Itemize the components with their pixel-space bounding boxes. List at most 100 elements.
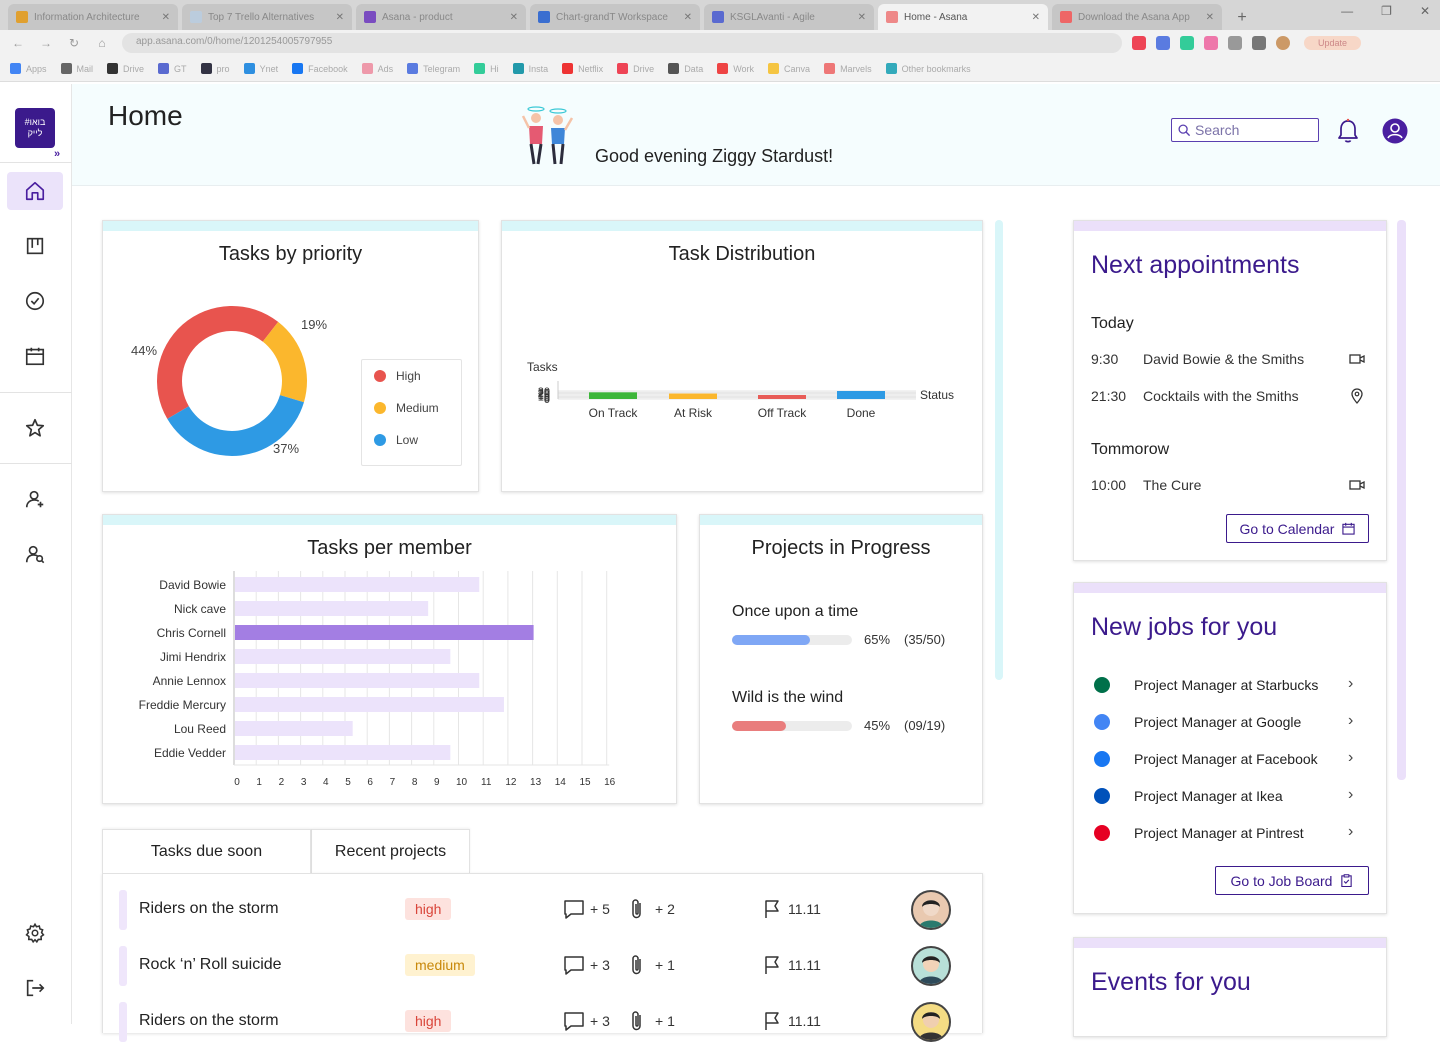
go-to-job-board-button[interactable]: Go to Job Board: [1215, 866, 1369, 895]
job-item[interactable]: Project Manager at Facebook ›: [1094, 749, 1358, 771]
bookmark-item[interactable]: pro: [200, 63, 230, 74]
url-field[interactable]: app.asana.com/0/home/1201254005797955: [122, 33, 1122, 53]
search-input[interactable]: [1195, 122, 1305, 138]
bookmark-item[interactable]: Marvels: [824, 63, 872, 74]
member-bar[interactable]: [235, 625, 534, 640]
job-item[interactable]: Project Manager at Starbucks ›: [1094, 675, 1358, 697]
bookmark-item[interactable]: Drive: [617, 63, 654, 74]
member-bar[interactable]: [235, 577, 480, 592]
chevron-right-icon[interactable]: ›: [1348, 675, 1354, 692]
member-bar[interactable]: [235, 649, 451, 664]
browser-tab[interactable]: Top 7 Trello Alternatives ✕: [182, 4, 352, 30]
extension-icon[interactable]: [1180, 36, 1194, 50]
sidebar-item-board[interactable]: [7, 227, 63, 265]
task-row[interactable]: Riders on the storm high + 5 + 2 11.11: [103, 882, 983, 938]
bookmark-item[interactable]: Hi: [474, 63, 499, 74]
bookmark-item[interactable]: Drive: [107, 63, 144, 74]
comments-count[interactable]: + 3: [563, 1010, 610, 1032]
profile-avatar[interactable]: [1276, 36, 1290, 50]
sidebar-item-team[interactable]: [7, 535, 63, 573]
bookmark-item[interactable]: Work: [717, 63, 754, 74]
bar-on-track[interactable]: [589, 392, 637, 399]
job-item[interactable]: Project Manager at Ikea ›: [1094, 786, 1358, 808]
comments-count[interactable]: + 3: [563, 954, 610, 976]
assignee-avatar[interactable]: [911, 890, 951, 930]
close-icon[interactable]: ✕: [1419, 4, 1430, 18]
close-tab-icon[interactable]: ✕: [335, 11, 344, 23]
bookmark-item[interactable]: Data: [668, 63, 703, 74]
chevron-right-icon[interactable]: ›: [1348, 786, 1354, 803]
close-tab-icon[interactable]: ✕: [509, 11, 518, 23]
task-row[interactable]: Riders on the storm high + 3 + 1 11.11: [103, 994, 983, 1050]
extension-icon[interactable]: [1228, 36, 1242, 50]
expand-sidebar-button[interactable]: »: [54, 148, 61, 160]
new-tab-button[interactable]: +: [1237, 9, 1247, 26]
sidebar-item-add-user[interactable]: [7, 480, 63, 518]
sidebar-item-calendar[interactable]: [7, 337, 63, 375]
assignee-avatar[interactable]: [911, 946, 951, 986]
notification-bell-icon[interactable]: [1336, 118, 1360, 144]
pie-slice-high[interactable]: [156, 305, 279, 419]
close-tab-icon[interactable]: ✕: [1205, 11, 1214, 23]
close-tab-icon[interactable]: ✕: [1031, 11, 1040, 23]
attachments-count[interactable]: + 1: [629, 954, 675, 976]
browser-tab[interactable]: Asana - product ✕: [356, 4, 526, 30]
browser-tab[interactable]: Download the Asana App ✕: [1052, 4, 1222, 30]
pie-slice-medium[interactable]: [262, 321, 307, 403]
extension-icon[interactable]: [1132, 36, 1146, 50]
sidebar-item-settings[interactable]: [7, 914, 63, 952]
close-tab-icon[interactable]: ✕: [683, 11, 692, 23]
task-row[interactable]: Rock ‘n’ Roll suicide medium + 3 + 1 11.11: [103, 938, 983, 994]
member-bar[interactable]: [235, 697, 504, 712]
right-scrollbar[interactable]: [1397, 220, 1406, 780]
sidebar-item-tasks[interactable]: [7, 282, 63, 320]
bookmark-item[interactable]: Netflix: [562, 63, 603, 74]
browser-tab[interactable]: KSGLAvanti - Agile ✕: [704, 4, 874, 30]
member-bar[interactable]: [235, 721, 353, 736]
video-icon[interactable]: [1349, 477, 1365, 493]
main-scrollbar[interactable]: [995, 220, 1003, 680]
bookmark-item[interactable]: Telegram: [407, 63, 460, 74]
sidebar-item-home[interactable]: [7, 172, 63, 210]
job-item[interactable]: Project Manager at Google ›: [1094, 712, 1358, 734]
user-profile-icon[interactable]: [1382, 118, 1408, 144]
attachments-count[interactable]: + 1: [629, 1010, 675, 1032]
bookmark-item[interactable]: Ynet: [243, 63, 278, 74]
tab-tasks-due-soon[interactable]: Tasks due soon: [102, 829, 311, 873]
pie-slice-low[interactable]: [167, 395, 304, 456]
sidebar-item-logout[interactable]: [7, 969, 63, 1007]
app-logo[interactable]: #בואו לייק: [15, 108, 55, 148]
sidebar-item-favorites[interactable]: [7, 409, 63, 447]
browser-tab[interactable]: Home - Asana ✕: [878, 4, 1048, 30]
close-tab-icon[interactable]: ✕: [857, 11, 866, 23]
bookmark-item[interactable]: Other bookmarks: [885, 63, 971, 74]
project-name[interactable]: Once upon a time: [732, 603, 859, 620]
task-name[interactable]: Rock ‘n’ Roll suicide: [139, 956, 282, 973]
reload-icon[interactable]: ↻: [68, 36, 80, 50]
location-icon[interactable]: [1349, 388, 1365, 404]
task-name[interactable]: Riders on the storm: [139, 1012, 279, 1029]
project-name[interactable]: Wild is the wind: [732, 689, 844, 706]
extension-icon[interactable]: [1252, 36, 1266, 50]
forward-icon[interactable]: →: [40, 36, 52, 50]
job-item[interactable]: Project Manager at Pintrest ›: [1094, 823, 1358, 845]
comments-count[interactable]: + 5: [563, 898, 610, 920]
member-bar[interactable]: [235, 673, 480, 688]
browser-tab[interactable]: Chart-grandT Workspace ✕: [530, 4, 700, 30]
bookmark-item[interactable]: Ads: [361, 63, 393, 74]
bookmark-item[interactable]: Apps: [10, 63, 47, 74]
back-icon[interactable]: ←: [12, 36, 24, 50]
chevron-right-icon[interactable]: ›: [1348, 823, 1354, 840]
member-bar[interactable]: [235, 745, 451, 760]
attachments-count[interactable]: + 2: [629, 898, 675, 920]
member-bar[interactable]: [235, 601, 429, 616]
bar-done[interactable]: [837, 391, 885, 399]
assignee-avatar[interactable]: [911, 1002, 951, 1042]
bar-off-track[interactable]: [758, 395, 806, 399]
bar-at-risk[interactable]: [669, 393, 717, 399]
bookmark-item[interactable]: Insta: [512, 63, 548, 74]
bookmark-item[interactable]: Facebook: [292, 63, 348, 74]
task-name[interactable]: Riders on the storm: [139, 900, 279, 917]
chevron-right-icon[interactable]: ›: [1348, 749, 1354, 766]
browser-tab[interactable]: Information Architecture ✕: [8, 4, 178, 30]
